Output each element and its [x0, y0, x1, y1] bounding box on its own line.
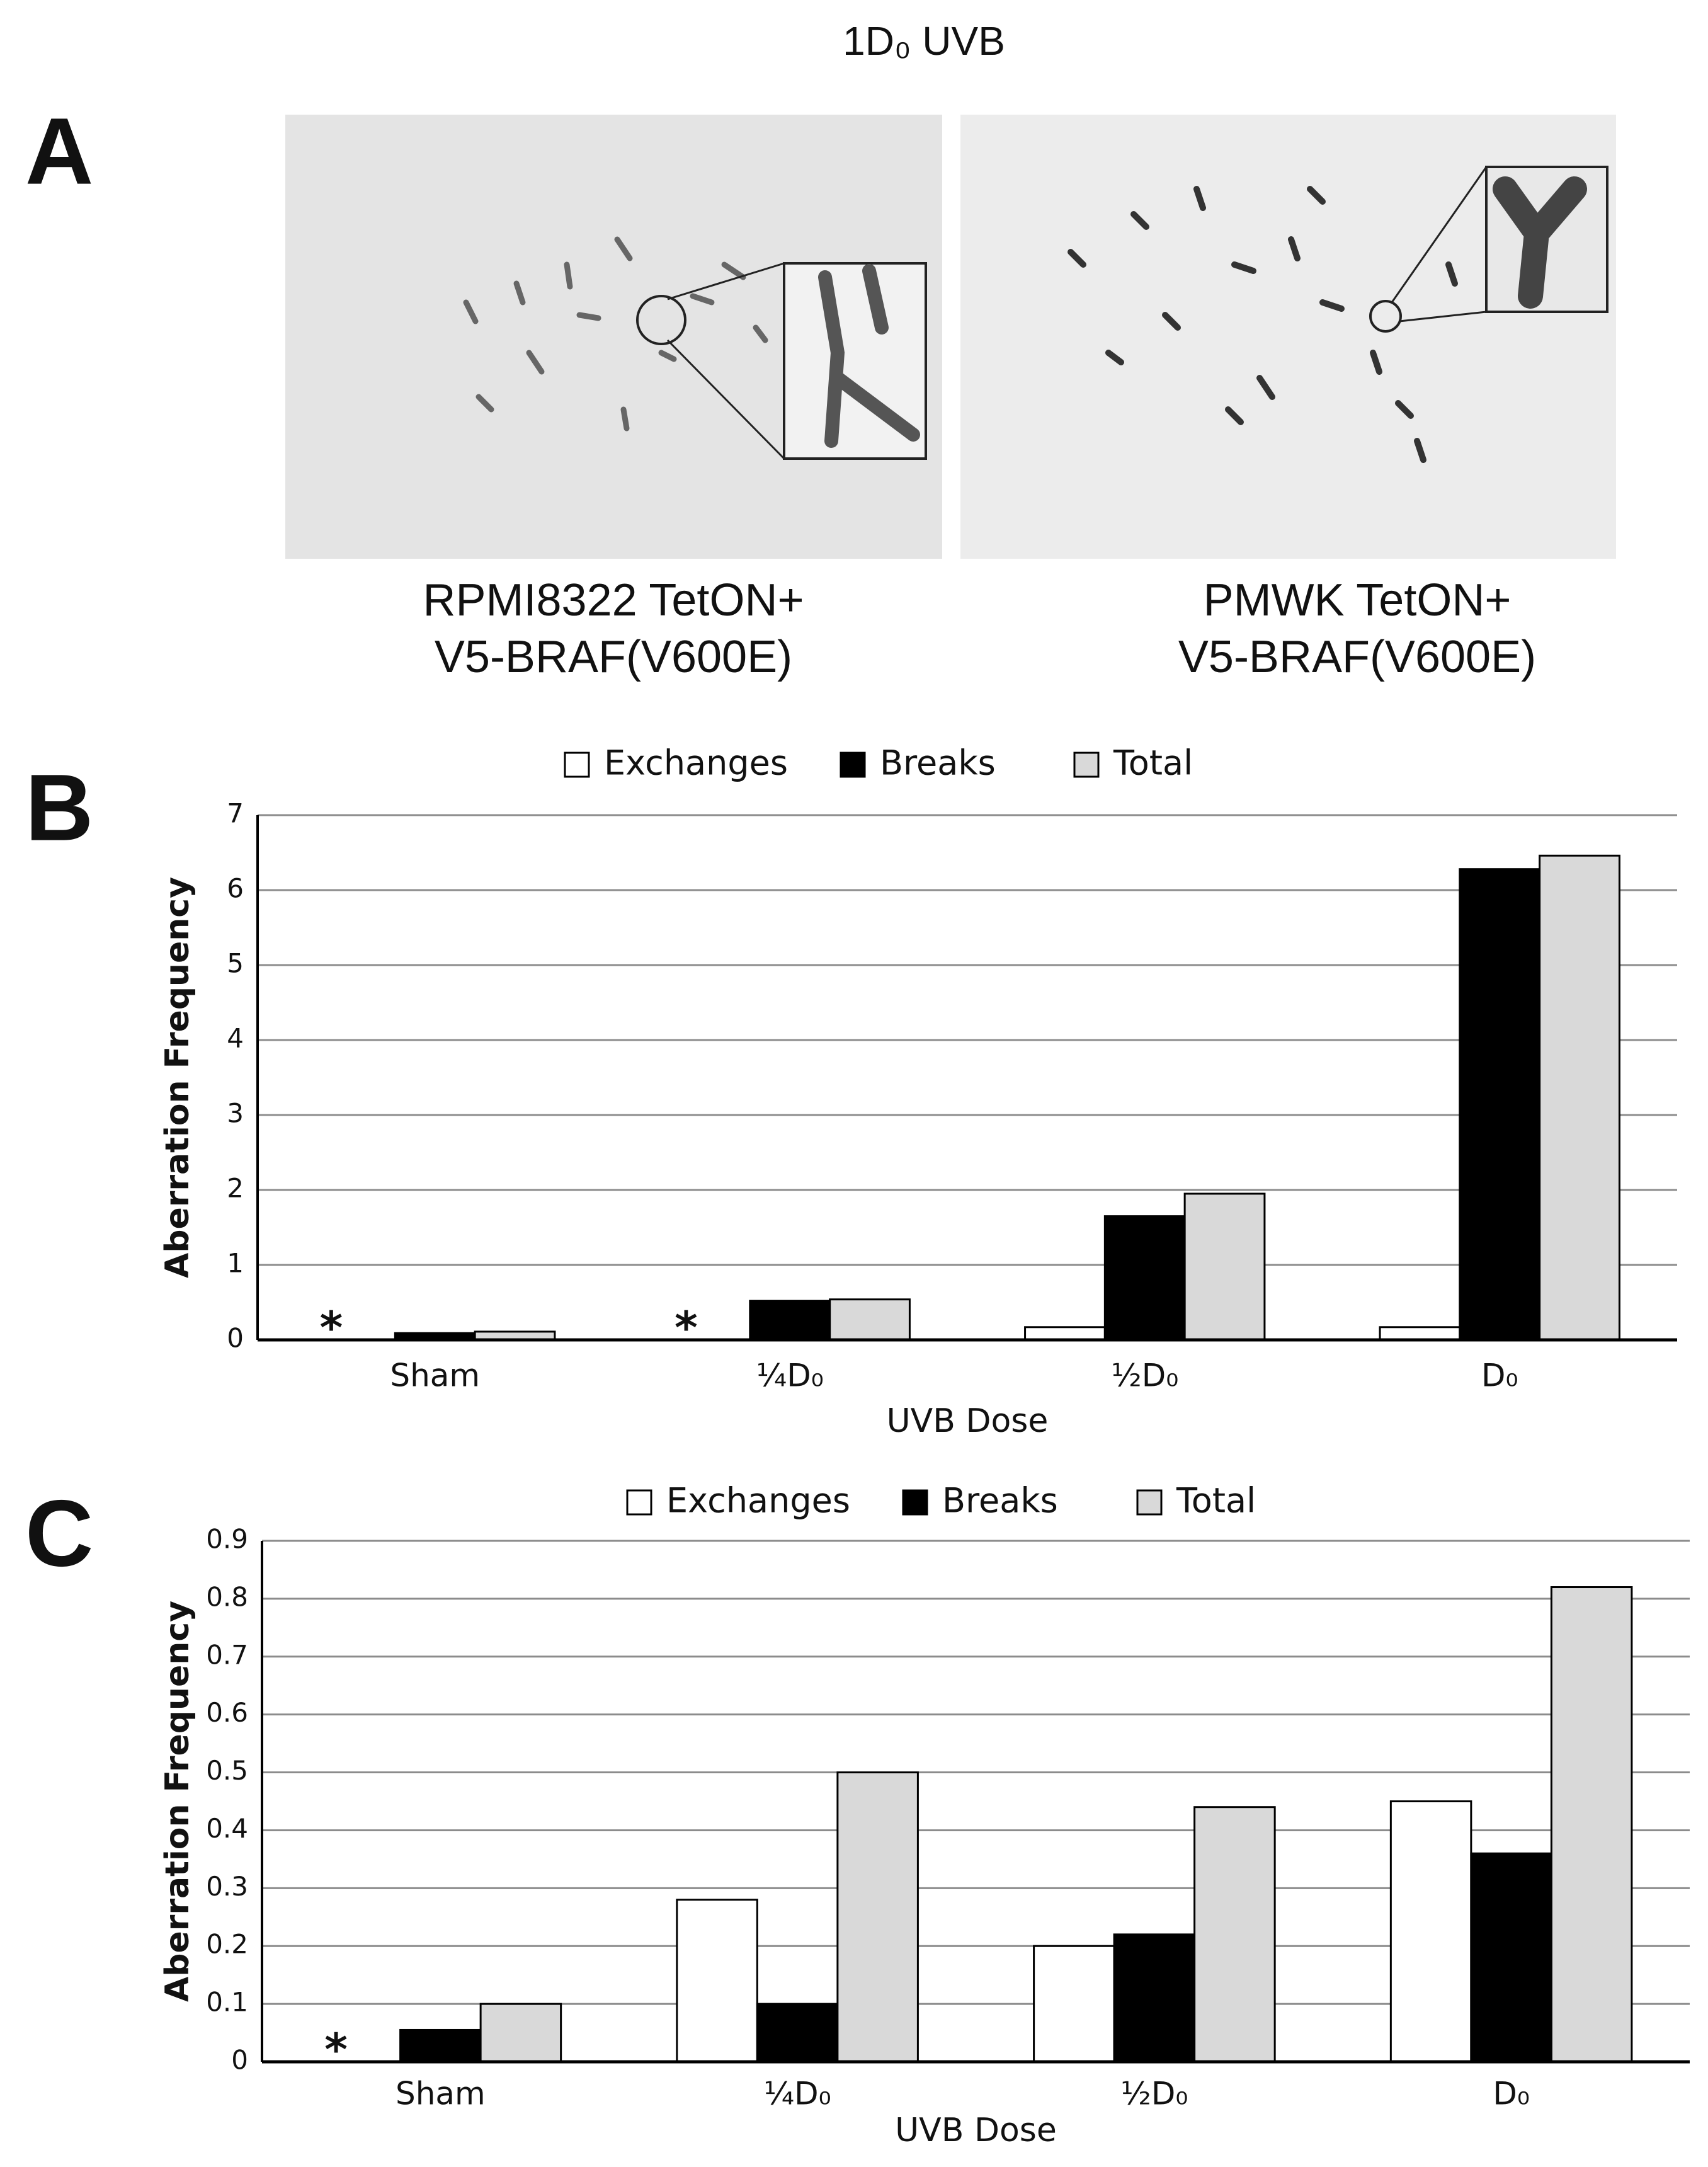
bar — [479, 2003, 562, 2063]
x-tick-label: ¼D₀ — [756, 1358, 824, 1394]
y-tick-label: 0 — [231, 2045, 248, 2076]
y-tick-label: 0.3 — [206, 1871, 248, 1902]
figure-title: 1D₀ UVB — [843, 18, 1005, 64]
chromosomes — [463, 236, 768, 432]
bar — [1539, 854, 1620, 1341]
bar — [749, 1300, 831, 1341]
caption: RPMI8322 TetON+ — [423, 575, 804, 626]
bar — [676, 1899, 758, 2063]
y-axis-title: Aberration Frequency — [159, 877, 196, 1278]
bar — [1103, 1215, 1186, 1341]
x-tick-label: ¼D₀ — [764, 2076, 831, 2112]
bar — [836, 1771, 919, 2063]
caption: V5-BRAF(V600E) — [435, 632, 792, 682]
x-axis-title: UVB Dose — [887, 1402, 1049, 1440]
legend-label: Total — [1176, 1481, 1256, 1521]
caption: PMWK TetON+ — [1204, 575, 1512, 626]
legend-swatch — [626, 1489, 652, 1516]
y-tick-label: 7 — [227, 798, 244, 829]
micrograph-left — [285, 115, 942, 559]
bar — [1183, 1192, 1266, 1341]
x-axis-title: UVB Dose — [895, 2112, 1057, 2149]
y-tick-label: 1 — [227, 1248, 244, 1279]
legend-label: Breaks — [880, 743, 996, 783]
bar — [1550, 1586, 1633, 2063]
legend-label: Breaks — [942, 1481, 1058, 1521]
legend-label: Exchanges — [604, 743, 788, 783]
legend-label: Total — [1113, 743, 1193, 783]
y-tick-label: 0.1 — [206, 1987, 248, 2018]
bar — [1113, 1933, 1196, 2063]
y-tick-label: 0.6 — [206, 1697, 248, 1728]
x-tick-label: D₀ — [1493, 2076, 1530, 2112]
y-tick-label: 0.7 — [206, 1639, 248, 1670]
y-tick-label: 0.5 — [206, 1755, 248, 1786]
bar — [399, 2028, 482, 2063]
x-tick-label: ½D₀ — [1120, 2076, 1188, 2112]
legend-swatch — [902, 1489, 928, 1516]
zoom-circle — [1369, 300, 1402, 333]
chromosomes — [1068, 186, 1458, 463]
x-tick-label: Sham — [396, 2076, 486, 2112]
annotation: * — [675, 1302, 698, 1354]
bar — [756, 2003, 839, 2063]
y-tick-label: 0.2 — [206, 1929, 248, 1960]
annotation: * — [320, 1302, 343, 1354]
bar — [1379, 1326, 1461, 1341]
legend-swatch — [840, 752, 866, 778]
y-tick-label: 0.8 — [206, 1581, 248, 1612]
bar — [1024, 1326, 1106, 1341]
caption: V5-BRAF(V600E) — [1178, 632, 1536, 682]
y-tick-label: 3 — [227, 1098, 244, 1129]
y-tick-label: 5 — [227, 948, 244, 979]
legend-swatch — [1136, 1489, 1163, 1516]
bar — [829, 1298, 911, 1341]
bar — [1459, 868, 1541, 1341]
zoom-circle — [636, 295, 686, 345]
bar — [1033, 1945, 1115, 2063]
legend-swatch — [1073, 752, 1100, 778]
bar — [1389, 1800, 1472, 2063]
y-tick-label: 6 — [227, 873, 244, 904]
panel-letter: A — [25, 98, 93, 204]
legend-label: Exchanges — [666, 1481, 850, 1521]
panel-letter: C — [25, 1480, 93, 1586]
x-tick-label: ½D₀ — [1111, 1358, 1178, 1394]
y-axis-title: Aberration Frequency — [159, 1601, 196, 2002]
legend-swatch — [564, 752, 590, 778]
y-tick-label: 2 — [227, 1173, 244, 1204]
y-tick-label: 0 — [227, 1323, 244, 1354]
x-tick-label: D₀ — [1481, 1358, 1518, 1394]
panel-letter: B — [25, 755, 93, 861]
annotation: * — [324, 2024, 348, 2076]
micrograph-right — [960, 115, 1616, 559]
bar — [1470, 1852, 1552, 2063]
bar — [1193, 1806, 1276, 2063]
y-tick-label: 0.9 — [206, 1524, 248, 1555]
x-tick-label: Sham — [390, 1358, 480, 1394]
y-tick-label: 4 — [227, 1023, 244, 1054]
y-tick-label: 0.4 — [206, 1813, 248, 1844]
